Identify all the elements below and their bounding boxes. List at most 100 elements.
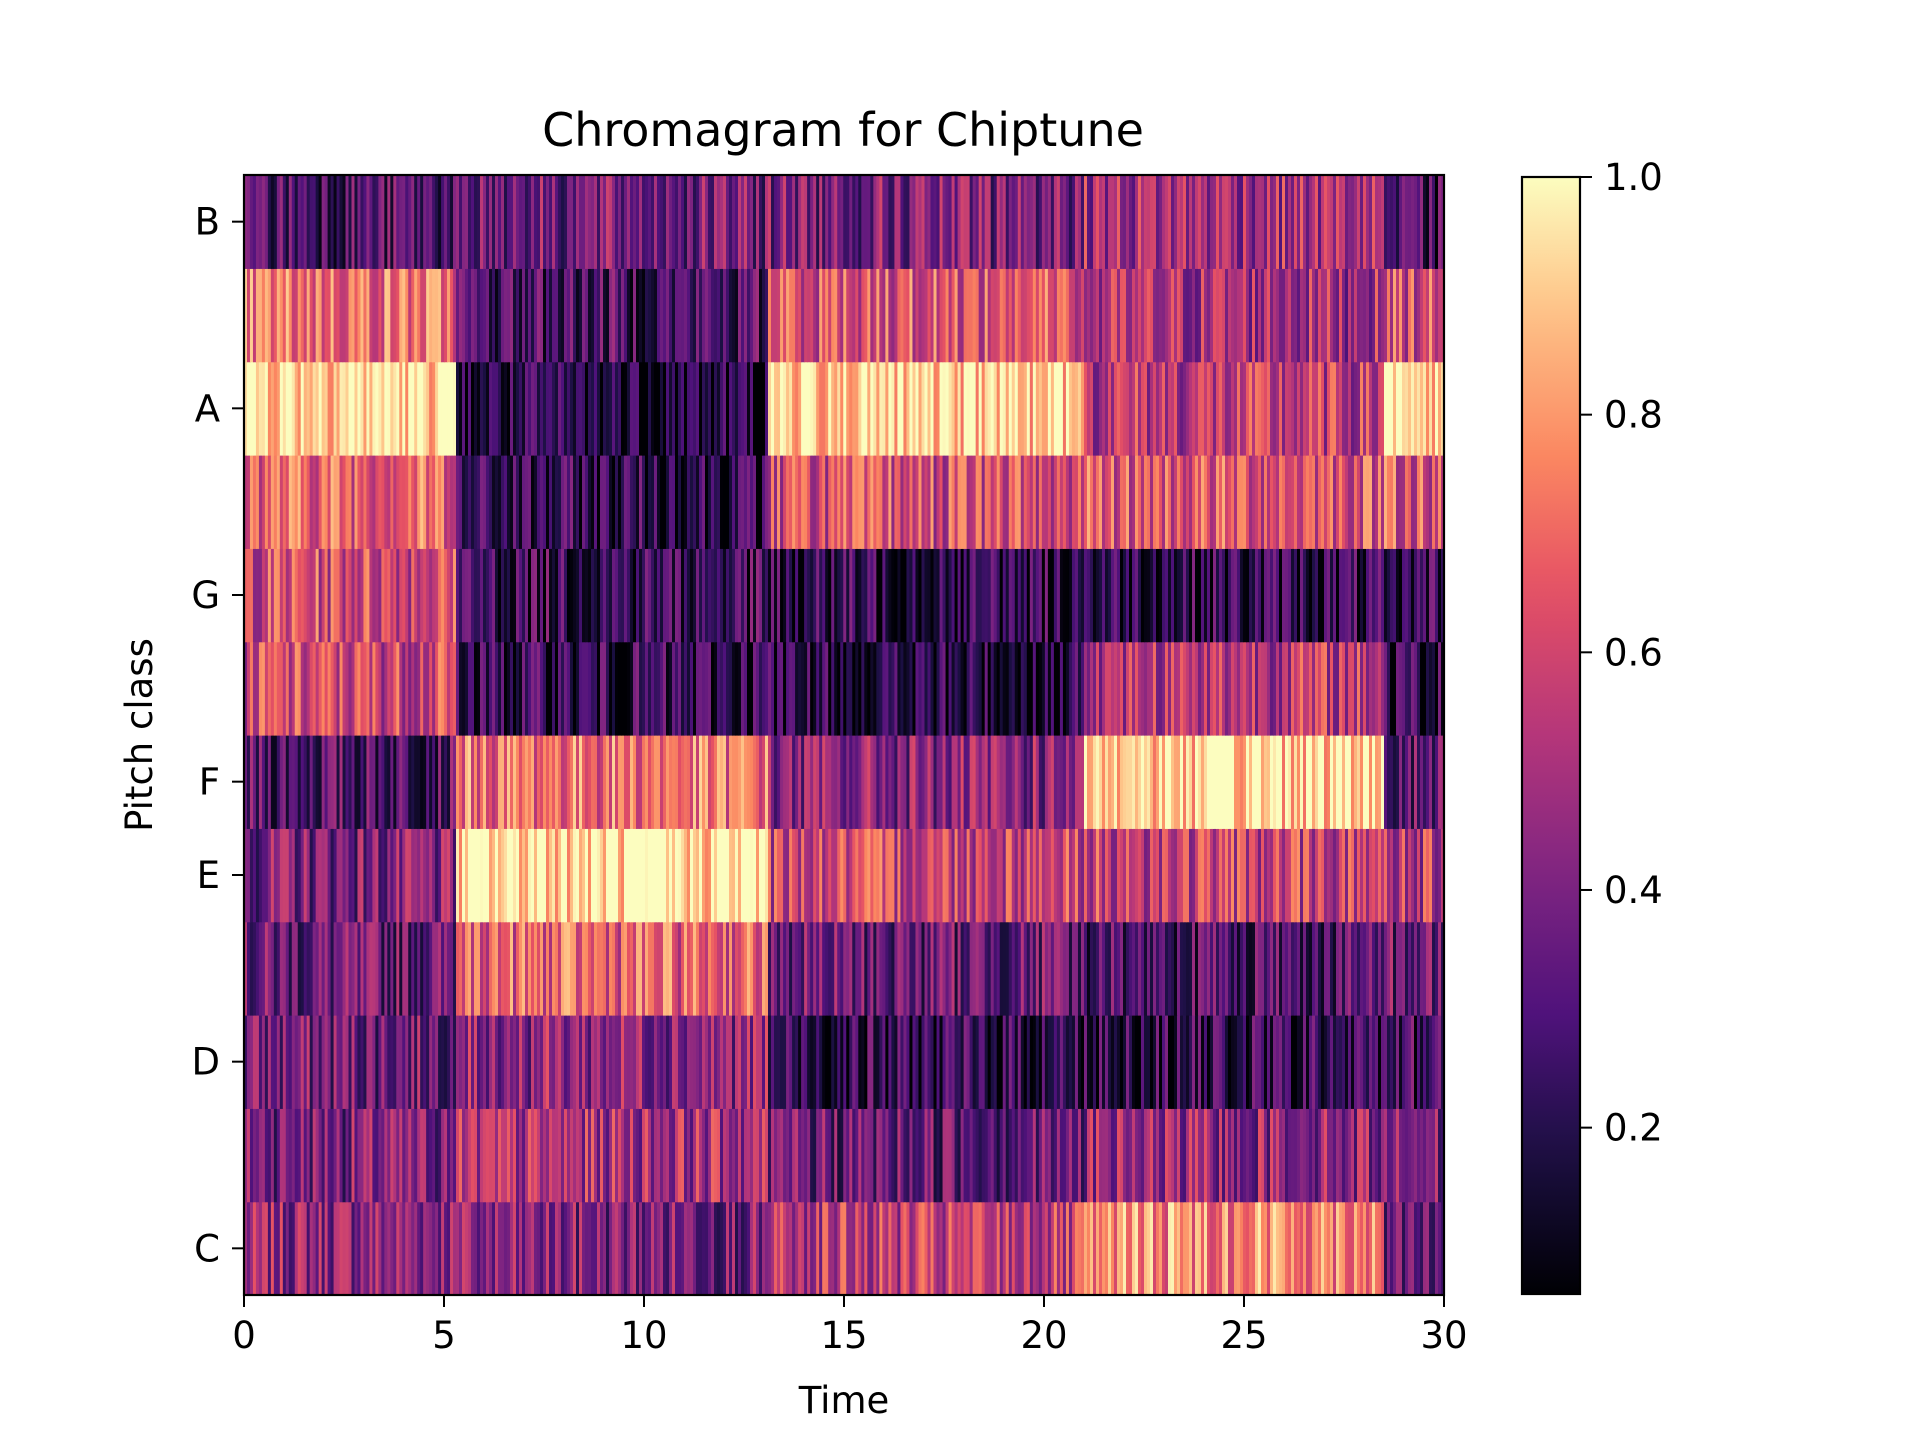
heatmap-cell xyxy=(657,641,661,736)
heatmap-cell xyxy=(819,175,823,269)
heatmap-cell xyxy=(1198,1201,1202,1296)
heatmap-cell xyxy=(597,641,601,736)
heatmap-cell xyxy=(597,455,601,549)
heatmap-cell xyxy=(708,1015,712,1109)
heatmap-cell xyxy=(570,921,574,1016)
heatmap-cell xyxy=(441,1201,445,1296)
heatmap-cell xyxy=(381,641,385,736)
heatmap-cell xyxy=(1246,1201,1250,1296)
heatmap-cell xyxy=(1363,361,1367,456)
heatmap-cell xyxy=(984,1201,989,1296)
heatmap-cell xyxy=(885,828,889,923)
heatmap-cell xyxy=(1090,735,1094,829)
heatmap-cell xyxy=(576,828,580,923)
heatmap-cell xyxy=(825,455,829,549)
heatmap-cell xyxy=(1378,548,1382,643)
heatmap-cell xyxy=(732,361,736,456)
heatmap-cell xyxy=(609,361,613,456)
heatmap-cell xyxy=(1327,641,1331,736)
heatmap-cell xyxy=(1294,268,1298,363)
heatmap-cell xyxy=(963,175,968,269)
heatmap-cell xyxy=(1321,361,1325,456)
heatmap-cell xyxy=(1138,175,1142,269)
heatmap-cell xyxy=(594,268,598,363)
heatmap-cell xyxy=(1213,1108,1217,1203)
heatmap-cell xyxy=(1426,641,1430,736)
heatmap-cell xyxy=(1408,548,1412,643)
heatmap-cell xyxy=(945,828,950,923)
heatmap-cell xyxy=(726,175,730,269)
heatmap-cell xyxy=(1080,1108,1085,1203)
heatmap-cell xyxy=(576,921,580,1016)
heatmap-cell xyxy=(525,1201,529,1296)
heatmap-cell xyxy=(567,361,571,456)
heatmap-cell xyxy=(429,641,433,736)
heatmap-cell xyxy=(891,735,895,829)
heatmap-cell xyxy=(729,1108,733,1203)
heatmap-cell xyxy=(936,641,941,736)
heatmap-cell xyxy=(642,735,646,829)
heatmap-cell xyxy=(1393,175,1397,269)
heatmap-cell xyxy=(1387,455,1391,549)
heatmap-cell xyxy=(915,455,920,549)
heatmap-cell xyxy=(438,548,442,643)
heatmap-cell xyxy=(516,735,520,829)
heatmap-cell xyxy=(531,641,535,736)
heatmap-cell xyxy=(1041,921,1046,1016)
heatmap-cell xyxy=(1056,361,1061,456)
heatmap-cell xyxy=(870,641,874,736)
heatmap-cell xyxy=(1180,921,1184,1016)
heatmap-cell xyxy=(1378,1201,1382,1296)
heatmap-cell xyxy=(1405,1201,1409,1296)
heatmap-cell xyxy=(459,921,463,1016)
heatmap-cell xyxy=(600,1108,604,1203)
heatmap-cell xyxy=(621,641,625,736)
heatmap-cell xyxy=(477,921,481,1016)
heatmap-cell xyxy=(1084,1201,1088,1296)
heatmap-cell xyxy=(429,175,433,269)
heatmap-cell xyxy=(1330,1108,1334,1203)
heatmap-cell xyxy=(879,735,883,829)
heatmap-cell xyxy=(498,361,502,456)
heatmap-cell xyxy=(1047,641,1052,736)
heatmap-cell xyxy=(396,828,400,923)
heatmap-cell xyxy=(309,361,314,456)
heatmap-cell xyxy=(546,1201,550,1296)
heatmap-cell xyxy=(930,175,935,269)
heatmap-cell xyxy=(738,1015,742,1109)
heatmap-cell xyxy=(801,921,805,1016)
heatmap-cell xyxy=(1207,361,1211,456)
heatmap-cell xyxy=(741,175,745,269)
heatmap-cell xyxy=(1435,455,1439,549)
heatmap-cell xyxy=(1171,455,1175,549)
heatmap-cell xyxy=(426,641,430,736)
heatmap-cell xyxy=(804,361,808,456)
heatmap-cell xyxy=(1279,641,1283,736)
heatmap-cell xyxy=(1053,641,1058,736)
heatmap-cell xyxy=(396,641,400,736)
heatmap-cell xyxy=(900,921,905,1016)
heatmap-cell xyxy=(384,175,388,269)
heatmap-cell xyxy=(1300,921,1304,1016)
heatmap-cell xyxy=(414,828,418,923)
heatmap-cell xyxy=(1354,455,1358,549)
heatmap-cell xyxy=(1219,1201,1223,1296)
heatmap-cell xyxy=(1420,1108,1424,1203)
heatmap-cell xyxy=(966,268,971,363)
heatmap-cell xyxy=(1321,921,1325,1016)
heatmap-cell xyxy=(1285,1201,1289,1296)
heatmap-cell xyxy=(792,641,796,736)
heatmap-cell xyxy=(1264,735,1268,829)
heatmap-cell xyxy=(747,175,751,269)
heatmap-cell xyxy=(627,548,631,643)
heatmap-cell xyxy=(498,548,502,643)
heatmap-cell xyxy=(762,641,766,736)
heatmap-cell xyxy=(1273,1201,1277,1296)
heatmap-cell xyxy=(780,828,784,923)
heatmap-cell xyxy=(723,268,727,363)
heatmap-cell xyxy=(840,268,844,363)
heatmap-cell xyxy=(444,361,448,456)
heatmap-cell xyxy=(276,1201,281,1296)
heatmap-cell xyxy=(1020,735,1025,829)
heatmap-cell xyxy=(600,268,604,363)
